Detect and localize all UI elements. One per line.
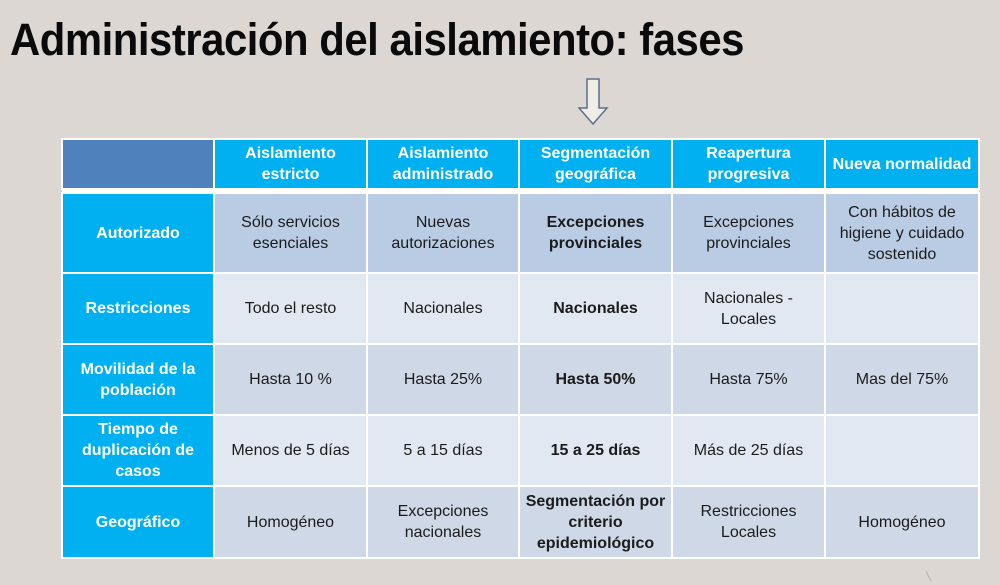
column-header-aislamiento-estricto: Aislamiento estricto bbox=[213, 138, 368, 190]
corner-header bbox=[61, 138, 215, 190]
table-cell-highlighted: Nacionales bbox=[518, 272, 673, 345]
row-header: Autorizado bbox=[61, 192, 215, 274]
table-cell: Con hábitos de higiene y cuidado sosteni… bbox=[824, 192, 980, 274]
slide-corner-mark-icon bbox=[925, 570, 932, 582]
table-cell-highlighted: Excepciones provinciales bbox=[518, 192, 673, 274]
table-cell: Más de 25 días bbox=[671, 414, 826, 487]
header-row: Aislamiento estricto Aislamiento adminis… bbox=[61, 138, 980, 190]
table-cell: Restricciones Locales bbox=[671, 485, 826, 559]
table-cell: Mas del 75% bbox=[824, 343, 980, 416]
column-header-segmentacion-geografica: Segmentación geográfica bbox=[518, 138, 673, 190]
table-row-geografico: Geográfico Homogéneo Excepciones naciona… bbox=[61, 485, 980, 559]
table-cell: Nuevas autorizaciones bbox=[366, 192, 520, 274]
page-title: Administración del aislamiento: fases bbox=[10, 14, 745, 65]
table-cell: Nacionales bbox=[366, 272, 520, 345]
table-cell: Hasta 25% bbox=[366, 343, 520, 416]
column-header-reapertura-progresiva: Reapertura progresiva bbox=[671, 138, 826, 190]
table-cell: Excepciones provinciales bbox=[671, 192, 826, 274]
phases-table: Aislamiento estricto Aislamiento adminis… bbox=[61, 138, 980, 559]
table-cell: Hasta 75% bbox=[671, 343, 826, 416]
table-cell: Homogéneo bbox=[824, 485, 980, 559]
header-divider bbox=[62, 189, 979, 193]
table-row-tiempo-duplicacion: Tiempo de duplicación de casos Menos de … bbox=[61, 414, 980, 487]
table-cell: Hasta 10 % bbox=[213, 343, 368, 416]
table-cell: Todo el resto bbox=[213, 272, 368, 345]
table-cell: Nacionales - Locales bbox=[671, 272, 826, 345]
row-header: Tiempo de duplicación de casos bbox=[61, 414, 215, 487]
table-cell-highlighted: Segmentación por criterio epidemiológico bbox=[518, 485, 673, 559]
table-cell-highlighted: 15 a 25 días bbox=[518, 414, 673, 487]
table-row-autorizado: Autorizado Sólo servicios esenciales Nue… bbox=[61, 192, 980, 274]
down-arrow-icon bbox=[577, 78, 609, 126]
table-cell: Sólo servicios esenciales bbox=[213, 192, 368, 274]
row-header: Restricciones bbox=[61, 272, 215, 345]
column-header-nueva-normalidad: Nueva normalidad bbox=[824, 138, 980, 190]
table-cell bbox=[824, 414, 980, 487]
table-cell-highlighted: Hasta 50% bbox=[518, 343, 673, 416]
table-cell bbox=[824, 272, 980, 345]
table-cell: Menos de 5 días bbox=[213, 414, 368, 487]
row-header: Movilidad de la población bbox=[61, 343, 215, 416]
table-cell: 5 a 15 días bbox=[366, 414, 520, 487]
table-cell: Excepciones nacionales bbox=[366, 485, 520, 559]
column-header-aislamiento-administrado: Aislamiento administrado bbox=[366, 138, 520, 190]
table-row-restricciones: Restricciones Todo el resto Nacionales N… bbox=[61, 272, 980, 345]
row-header: Geográfico bbox=[61, 485, 215, 559]
table-row-movilidad: Movilidad de la población Hasta 10 % Has… bbox=[61, 343, 980, 416]
table-cell: Homogéneo bbox=[213, 485, 368, 559]
